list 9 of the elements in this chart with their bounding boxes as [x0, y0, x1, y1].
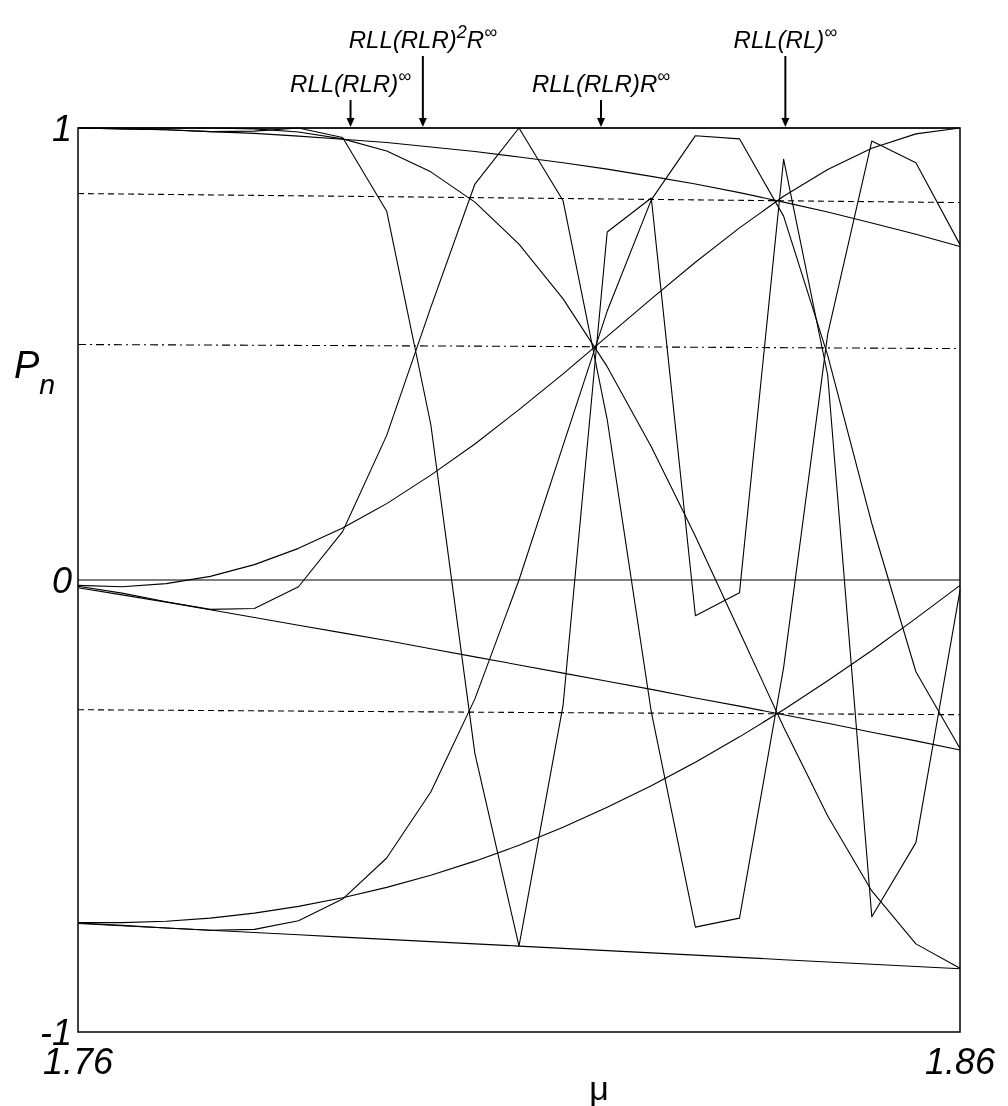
annotation: RLL(RLR)$^{∞}$	[290, 66, 412, 97]
x-axis-title: μ	[589, 1069, 609, 1106]
annotation: RLL(RL)$^{∞}$	[733, 22, 838, 53]
y-tick-label: 0	[51, 559, 72, 601]
y-tick-label: 1	[51, 107, 72, 149]
y-axis-title: P$_{n}$	[14, 344, 56, 400]
annotation: RLL(RLR)R$^{∞}$	[531, 66, 671, 97]
annotation: RLL(RLR)$^{2}$R$^{∞}$	[348, 22, 498, 53]
x-tick-label: 1.86	[924, 1041, 997, 1082]
